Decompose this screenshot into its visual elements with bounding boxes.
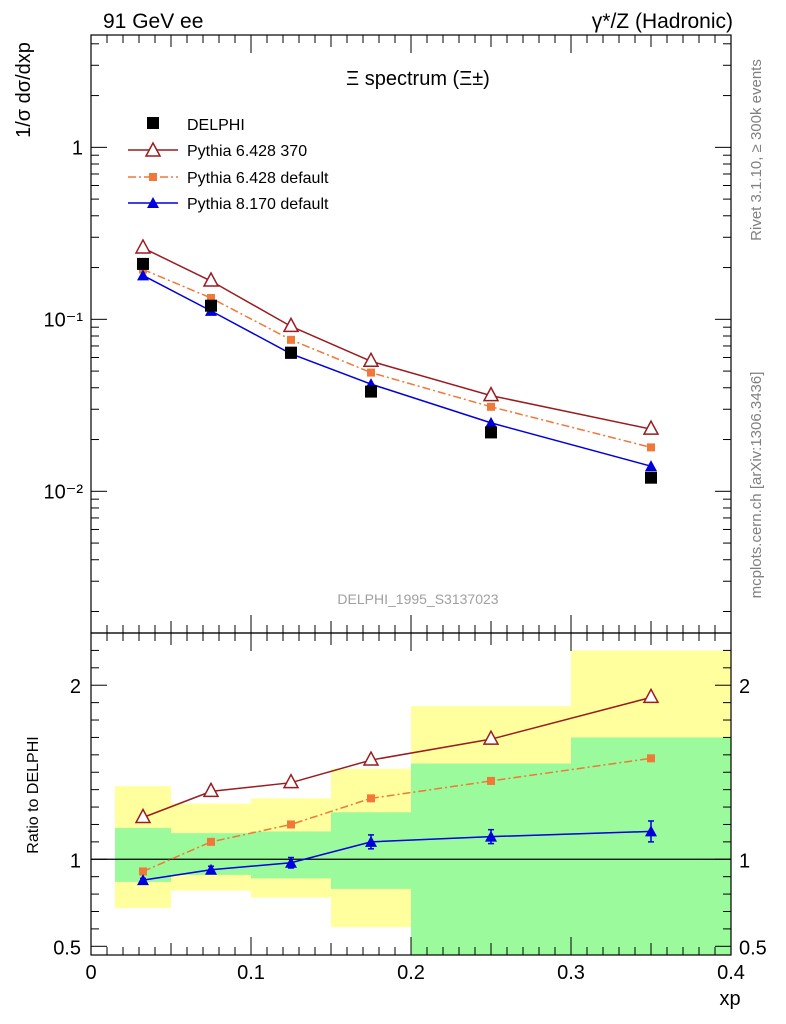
x-tick-label: 0.1 — [237, 962, 265, 984]
legend-item-pythia8-default: Pythia 8.170 default — [128, 196, 329, 213]
header-right: γ*/Z (Hadronic) — [592, 10, 733, 33]
ratio-stat-uncertainty-band — [251, 831, 331, 879]
ratio-y-tick-label-right: 0.5 — [739, 937, 767, 959]
main-y-tick-label: 10⁻² — [44, 481, 84, 503]
ratio-pythia6-370-point — [202, 781, 220, 798]
ratio-pythia8-default-point — [365, 835, 377, 847]
main-pythia8-default-line — [142, 274, 652, 467]
ratio-pythia8-default-point — [485, 830, 497, 842]
y-axis-label-ratio: Ratio to DELPHI — [25, 736, 42, 853]
ratio-pythia6-default-line — [142, 757, 652, 873]
main-pythia6-default-point — [367, 368, 375, 377]
mcplots-reference-label: mcplots.cern.ch [arXiv:1306.3436] — [748, 372, 765, 599]
ratio-stat-uncertainty-band — [331, 812, 411, 889]
legend-label-data: DELPHI — [187, 117, 245, 134]
analysis-watermark: DELPHI_1995_S3137023 — [337, 591, 498, 607]
main-pythia6-370-point — [482, 386, 500, 402]
legend-label-pythia6-370: Pythia 6.428 370 — [187, 143, 307, 160]
main-pythia6-default-point — [647, 443, 655, 452]
legend: DELPHI Pythia 6.428 370 Pythia 6.428 def… — [128, 117, 329, 213]
ratio-pythia8-default-point — [205, 863, 217, 875]
ratio-pythia6-370-point — [642, 687, 660, 704]
main-pythia6-default-point — [207, 294, 215, 303]
axes-group: 10⁻² 10⁻¹ 1 0.5 0.5 1 1 2 2 0 0.1 0.2 0.3 0.4 — [44, 34, 767, 984]
main-pythia6-370-point — [134, 238, 152, 254]
ratio-pythia6-default-point — [207, 837, 215, 846]
legend-item-pythia6-default: Pythia 6.428 default — [128, 170, 329, 187]
rivet-version-label: Rivet 3.1.10, ≥ 300k events — [748, 59, 765, 241]
legend-item-pythia6-370: Pythia 6.428 370 — [128, 141, 307, 160]
y-axis-label-main: 1/σ dσ/dxp — [13, 42, 35, 138]
main-y-tick-label: 10⁻¹ — [44, 309, 84, 331]
main-pythia6-370-point — [642, 419, 660, 435]
main-data-point — [365, 385, 377, 398]
ratio-y-tick-label-right: 2 — [739, 676, 750, 698]
ratio-pythia6-370-point — [282, 773, 300, 789]
ratio-pythia8-default-point — [285, 856, 297, 868]
main-pythia6-default-point — [287, 335, 295, 344]
ratio-pythia6-default-point — [367, 794, 375, 803]
ratio-pythia6-default-point — [487, 776, 495, 785]
main-pythia8-default-point — [485, 416, 497, 428]
ratio-pythia8-default-point — [645, 825, 657, 837]
ratio-pythia8-default-point — [137, 874, 149, 886]
ratio-pythia6-default-point — [139, 867, 147, 876]
main-pythia6-370-line — [142, 247, 652, 430]
chart-title: Ξ spectrum (Ξ±) — [346, 68, 490, 90]
main-series-group — [134, 238, 660, 484]
ratio-series-group — [134, 687, 660, 886]
ratio-pythia6-default-point — [647, 754, 655, 763]
x-tick-label: 0.4 — [717, 962, 745, 984]
main-pythia8-default-point — [137, 269, 149, 281]
legend-item-data: DELPHI — [147, 117, 245, 134]
ratio-stat-uncertainty-band — [571, 737, 731, 955]
main-y-tick-label: 1 — [72, 137, 83, 159]
main-pythia6-default-line — [142, 268, 652, 449]
main-pythia8-default-point — [645, 460, 657, 472]
main-data-point — [485, 426, 497, 439]
main-pythia6-370-point — [202, 271, 220, 287]
ratio-pythia6-370-point — [482, 729, 500, 745]
main-pythia6-370-point — [362, 351, 380, 368]
ratio-pythia6-370-point — [134, 807, 152, 824]
x-tick-label: 0 — [85, 962, 96, 984]
x-axis-label: xp — [719, 988, 740, 1010]
ratio-y-tick-label: 2 — [70, 676, 81, 698]
ratio-pythia6-default-point — [287, 820, 295, 829]
legend-label-pythia8-default: Pythia 8.170 default — [187, 196, 329, 213]
x-tick-label: 0.2 — [397, 962, 425, 984]
main-pythia6-370-point — [282, 316, 300, 333]
ratio-pythia8-default-line — [142, 830, 652, 881]
header-left: 91 GeV ee — [103, 10, 203, 33]
main-data-point — [137, 257, 149, 270]
main-pythia6-default-point — [487, 402, 495, 411]
ratio-y-tick-label: 0.5 — [53, 937, 81, 959]
ratio-y-tick-label: 1 — [70, 850, 81, 872]
ratio-pythia6-370-point — [362, 750, 380, 766]
legend-label-pythia6-default: Pythia 6.428 default — [187, 170, 329, 187]
main-data-point — [205, 299, 217, 312]
ratio-plot-area — [91, 650, 731, 955]
main-data-point — [645, 471, 657, 484]
main-data-point — [285, 346, 297, 359]
ratio-y-tick-label-right: 1 — [739, 850, 750, 872]
ratio-pythia6-370-line — [142, 696, 652, 819]
x-tick-label: 0.3 — [557, 962, 585, 984]
